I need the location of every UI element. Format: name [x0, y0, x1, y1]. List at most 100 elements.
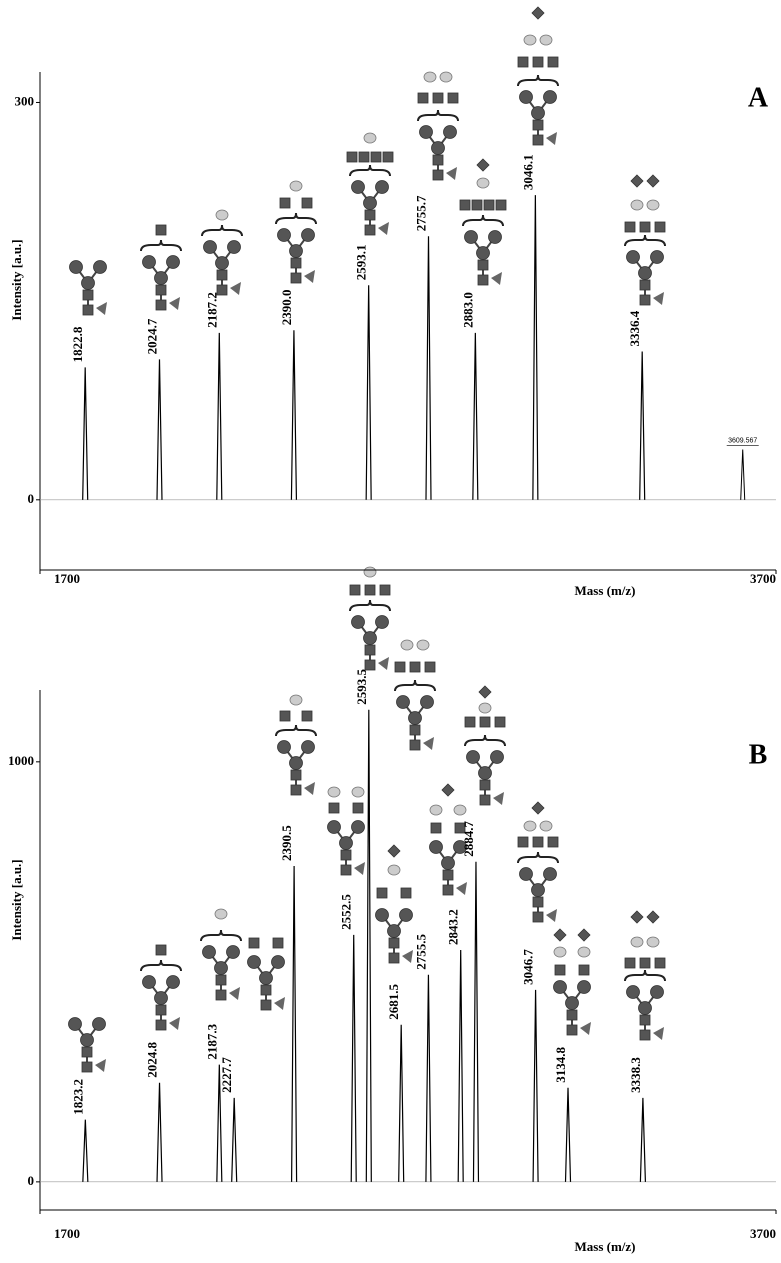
peak-label: 1822.8: [70, 326, 85, 362]
annotation: 3609.567: [728, 437, 757, 444]
y-tick-label: 0: [28, 491, 35, 506]
glycan-unit: [547, 836, 559, 848]
glycan-unit: [301, 197, 313, 209]
peak-label: 2755.7: [413, 195, 428, 231]
glycan: [518, 852, 558, 922]
peak: [740, 449, 746, 500]
glycan-unit: [328, 802, 340, 814]
glycan: [625, 235, 665, 305]
glycan-unit: [532, 56, 544, 68]
glycan-unit: [531, 6, 545, 20]
glycan-unit: [577, 946, 591, 958]
glycan-unit: [352, 802, 364, 814]
glycan: [141, 960, 181, 1030]
glycan-unit: [624, 221, 636, 233]
peak: [216, 332, 223, 500]
glycan-unit: [630, 199, 644, 211]
peak-label: 2593.1: [354, 244, 369, 280]
peak: [398, 1024, 405, 1182]
panel-label: B: [749, 739, 768, 770]
peak: [290, 330, 298, 500]
glycan: [141, 240, 181, 310]
peak-label: 2227.7: [219, 1057, 234, 1093]
glycan: [465, 735, 505, 805]
peak-label: 3046.1: [520, 154, 535, 190]
glycan: [552, 979, 592, 1036]
glycan-unit: [370, 151, 382, 163]
y-tick-label: 300: [15, 93, 35, 108]
peak-label: 2024.7: [144, 318, 159, 354]
glycan-unit: [459, 199, 471, 211]
x-tick-label: 1700: [54, 1226, 80, 1241]
glycan-unit: [416, 639, 430, 651]
glycan: [518, 75, 558, 145]
glycan-unit: [654, 957, 666, 969]
glycan-unit: [517, 56, 529, 68]
glycan-unit: [453, 804, 467, 816]
x-tick-label: 3700: [750, 1226, 776, 1241]
glycan-unit: [478, 702, 492, 714]
glycan-unit: [289, 180, 303, 192]
glycan: [68, 259, 108, 316]
glycan-unit: [358, 151, 370, 163]
peak-label: 2552.5: [339, 894, 354, 930]
peak-label: 2681.5: [386, 984, 401, 1020]
peak-label: 2187.2: [204, 292, 219, 328]
x-axis-label: Mass (m/z): [574, 1239, 635, 1254]
glycan-unit: [155, 944, 167, 956]
peak: [564, 1087, 572, 1182]
glycan-unit: [646, 199, 660, 211]
glycan-unit: [248, 937, 260, 949]
glycan-unit: [364, 584, 376, 596]
glycan-unit: [553, 946, 567, 958]
glycan-unit: [476, 158, 490, 172]
glycan-unit: [483, 199, 495, 211]
glycan-unit: [554, 964, 566, 976]
glycan-unit: [279, 710, 291, 722]
peak: [639, 1097, 646, 1182]
peak-label: 2024.8: [145, 1041, 160, 1077]
glycan-unit: [429, 804, 443, 816]
y-tick-label: 1000: [8, 753, 34, 768]
peak: [425, 974, 432, 1182]
glycan-unit: [351, 786, 365, 798]
peak: [472, 861, 480, 1182]
glycan-unit: [400, 887, 412, 899]
glycan-unit: [523, 34, 537, 46]
peak: [156, 1082, 163, 1182]
peak-label: 2883.0: [460, 292, 475, 328]
glycan-unit: [624, 957, 636, 969]
glycan-unit: [471, 199, 483, 211]
peak: [532, 195, 539, 500]
glycan-unit: [409, 661, 421, 673]
glycan-unit: [630, 910, 644, 924]
peak-label: 2390.0: [279, 290, 294, 326]
glycan: [202, 225, 242, 295]
glycan-unit: [495, 199, 507, 211]
glycan: [67, 1016, 107, 1073]
glycan-unit: [553, 928, 567, 942]
glycan-unit: [363, 566, 377, 578]
glycan-unit: [279, 197, 291, 209]
peak: [425, 236, 432, 500]
glycan-unit: [400, 639, 414, 651]
x-tick-label: 3700: [750, 571, 776, 586]
peak-label: 1823.2: [70, 1079, 85, 1115]
glycan-unit: [289, 694, 303, 706]
y-axis-label: Intensity [a.u.]: [9, 859, 24, 940]
x-axis-label: Mass (m/z): [574, 583, 635, 598]
peak: [457, 949, 464, 1182]
peak-label: 2843.2: [446, 909, 461, 945]
glycan-unit: [394, 661, 406, 673]
glycan-unit: [577, 928, 591, 942]
glycan-unit: [517, 836, 529, 848]
glycan-unit: [646, 936, 660, 948]
glycan-unit: [272, 937, 284, 949]
peak-label: 3134.8: [553, 1047, 568, 1083]
glycan-unit: [630, 936, 644, 948]
glycan-unit: [654, 221, 666, 233]
glycan-unit: [479, 716, 491, 728]
peak-label: 3336.4: [627, 310, 642, 346]
